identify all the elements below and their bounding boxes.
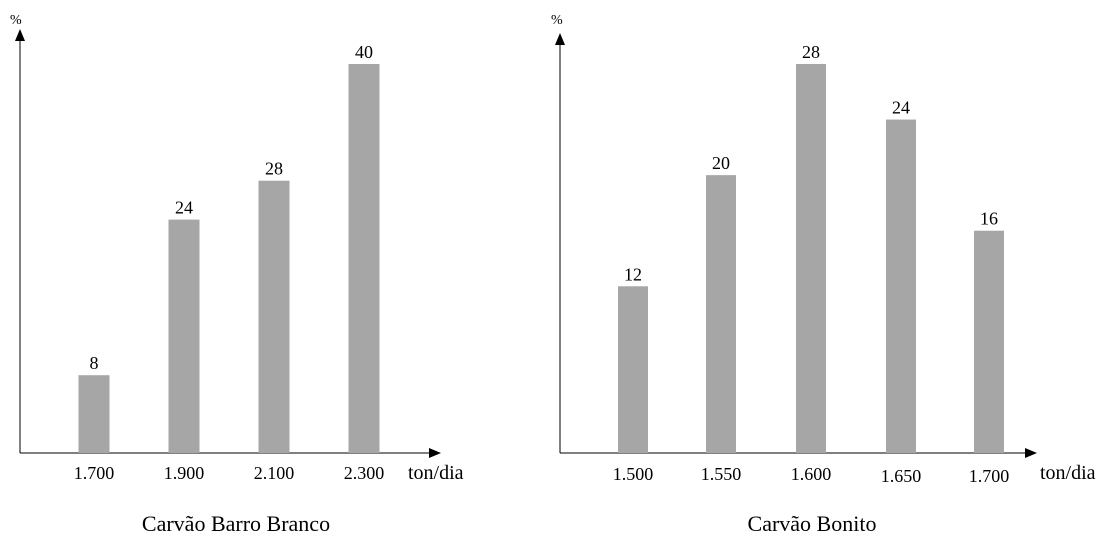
tick-label: 1.500 — [613, 464, 654, 484]
tick-label: 1.550 — [701, 464, 742, 484]
tick-label: 2.100 — [254, 463, 295, 483]
bars-group: 12 1.500 20 1.550 28 1.600 24 1.650 16 1.700 — [613, 42, 1010, 486]
tick-label: 1.650 — [881, 466, 922, 486]
chart-bonito: % ton/dia Carvão Bonito 12 1.500 20 1.550 28… — [551, 13, 1096, 536]
tick-label: 1.900 — [164, 463, 205, 483]
data-label: 28 — [265, 159, 283, 179]
data-label: 20 — [712, 153, 730, 173]
y-axis-label: % — [551, 13, 563, 28]
data-label: 40 — [355, 42, 373, 62]
chart-barro-branco: % ton/dia Carvão Barro Branco 8 1.700 24 1.… — [10, 13, 464, 536]
bars-group: 8 1.700 24 1.900 28 2.100 40 2.300 — [74, 42, 385, 483]
tick-label: 1.600 — [791, 464, 832, 484]
bar — [618, 286, 648, 453]
data-label: 28 — [802, 42, 820, 62]
chart-title: Carvão Barro Branco — [142, 511, 330, 536]
x-axis-label: ton/dia — [1040, 462, 1096, 484]
tick-label: 1.700 — [969, 466, 1010, 486]
tick-label: 1.700 — [74, 463, 115, 483]
data-label: 24 — [175, 198, 193, 218]
data-label: 12 — [624, 264, 642, 284]
chart-title: Carvão Bonito — [748, 511, 877, 536]
bar — [706, 175, 736, 453]
bar — [168, 219, 200, 453]
bar — [348, 64, 380, 453]
bar — [886, 119, 916, 454]
data-label: 24 — [892, 98, 910, 118]
bar — [974, 230, 1004, 453]
x-axis-label: ton/dia — [408, 462, 464, 484]
data-label: 16 — [980, 209, 998, 229]
bar — [796, 64, 826, 453]
bar — [258, 180, 290, 453]
bar — [78, 375, 110, 453]
tick-label: 2.300 — [344, 463, 385, 483]
data-label: 8 — [90, 353, 99, 373]
y-axis-label: % — [10, 13, 22, 28]
